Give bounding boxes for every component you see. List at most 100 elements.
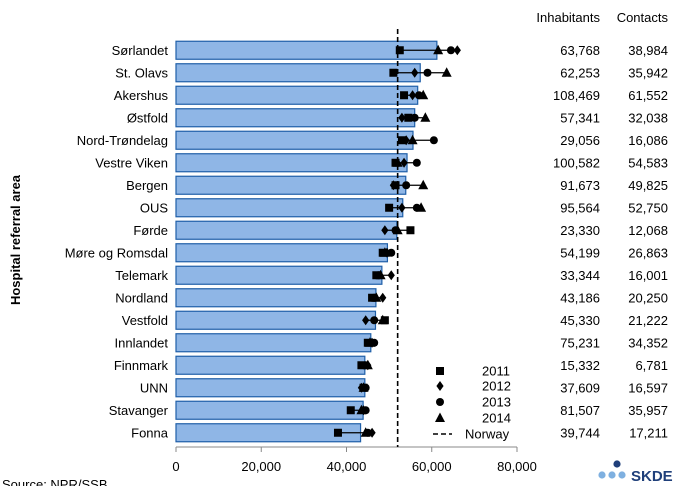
bar (175, 175, 407, 195)
inhabitants-cell: 15,332 (560, 358, 600, 373)
category-labels: Sørlandet St. Olavs Akershus Østfold Nord-Tr… (65, 43, 169, 441)
marker-2014 (360, 427, 371, 437)
inhabitants-cell: 75,231 (560, 335, 600, 350)
inhabitants-cell: 62,253 (560, 65, 600, 80)
inhabitants-cell: 39,744 (560, 425, 600, 440)
marker-2012 (368, 427, 376, 438)
marker-2012 (402, 135, 410, 146)
bar (175, 378, 366, 398)
x-tick-label: 0 (172, 459, 179, 474)
marker-2012 (453, 45, 461, 56)
contacts-cell: 38,984 (628, 43, 668, 58)
marker-2013 (387, 248, 396, 257)
bar (175, 423, 362, 443)
inhabitants-cell: 95,564 (560, 200, 600, 215)
category-label: Akershus (114, 88, 169, 103)
category-label: Vestfold (122, 313, 168, 328)
x-tick-label: 20,000 (241, 459, 281, 474)
category-label: Bergen (126, 178, 168, 193)
marker-2011 (333, 428, 342, 437)
inhabitants-cell: 57,341 (560, 110, 600, 125)
marker-2013 (412, 158, 421, 167)
contacts-cell: 12,068 (628, 223, 668, 238)
legend-marker-2013 (436, 398, 444, 406)
inhabitants-cell: 29,056 (560, 133, 600, 148)
contacts-cell: 16,001 (628, 268, 668, 283)
inhabitants-cell: 81,507 (560, 403, 600, 418)
x-tick-label: 40,000 (327, 459, 367, 474)
category-label: Førde (133, 223, 168, 238)
bar (175, 265, 383, 285)
contacts-cell: 61,552 (628, 88, 668, 103)
marker-2014 (362, 359, 373, 370)
marker-2014 (418, 179, 429, 190)
marker-2012 (387, 270, 395, 281)
inhabitants-cell: 54,199 (560, 245, 600, 260)
marker-2014 (392, 224, 403, 235)
marker-2013 (446, 46, 455, 55)
legend-label: 2014 (482, 411, 511, 426)
legend-marker-2011 (436, 367, 444, 375)
legend-label: 2013 (482, 395, 511, 410)
logo-dot-icon (608, 471, 616, 479)
contacts-cell: 20,250 (628, 290, 668, 305)
marker-2013 (423, 68, 432, 77)
category-label: Møre og Romsdal (65, 245, 168, 260)
marker-2012 (389, 180, 397, 191)
marker-2012 (362, 315, 370, 326)
marker-2014 (416, 202, 427, 212)
category-label: Innlandet (115, 335, 169, 350)
contacts-cell: 6,781 (635, 358, 668, 373)
category-label: UNN (140, 380, 168, 395)
marker-2012 (408, 90, 417, 101)
contacts-cell: 34,352 (628, 335, 668, 350)
marker-2014 (418, 89, 429, 100)
category-label: OUS (140, 200, 169, 215)
bar (175, 63, 421, 83)
category-label: Vestre Viken (95, 155, 168, 170)
inhabitants-cell: 91,673 (560, 178, 600, 193)
marker-2013 (370, 316, 379, 325)
contacts-cell: 17,211 (629, 425, 668, 440)
marker-2014 (358, 382, 369, 392)
table-header-contacts: Contacts (617, 10, 669, 25)
skde-logo: SKDE (598, 460, 673, 485)
bar (175, 355, 366, 375)
marker-2011 (395, 46, 404, 55)
marker-2014 (377, 314, 388, 325)
legend-label: 2012 (482, 379, 511, 394)
category-label: Fonna (131, 425, 169, 440)
marker-2011 (385, 203, 394, 212)
marker-2013 (410, 113, 419, 122)
category-label: Nordland (115, 290, 168, 305)
bar (175, 220, 398, 240)
marker-2013 (429, 136, 438, 145)
legend-label: 2011 (482, 364, 510, 379)
legend-label: Norway (465, 427, 510, 442)
contacts-cell: 16,086 (628, 133, 668, 148)
category-label: Nord-Trøndelag (77, 133, 168, 148)
category-label: Finnmark (114, 358, 169, 373)
category-label: Sørlandet (112, 43, 169, 58)
legend-marker-2012 (436, 381, 444, 391)
y-axis-label: Hospital referral area (8, 174, 23, 305)
bar (175, 198, 404, 218)
marker-2011 (397, 136, 406, 145)
marker-2011 (389, 68, 398, 77)
bar (175, 130, 414, 150)
bar (175, 400, 364, 420)
source-note: Source: NPR/SSB (2, 477, 108, 486)
marker-2012 (381, 225, 389, 236)
logo-dot-icon (613, 460, 621, 468)
marker-2013 (402, 181, 411, 190)
marker-2012 (398, 112, 406, 123)
inhabitants-cell: 100,582 (553, 155, 600, 170)
contacts-cell: 49,825 (628, 178, 668, 193)
bar (175, 153, 408, 173)
marker-2014 (356, 404, 367, 415)
marker-2011 (404, 113, 413, 122)
contacts-cell: 35,942 (628, 65, 668, 80)
contacts-cell: 26,863 (628, 245, 668, 260)
